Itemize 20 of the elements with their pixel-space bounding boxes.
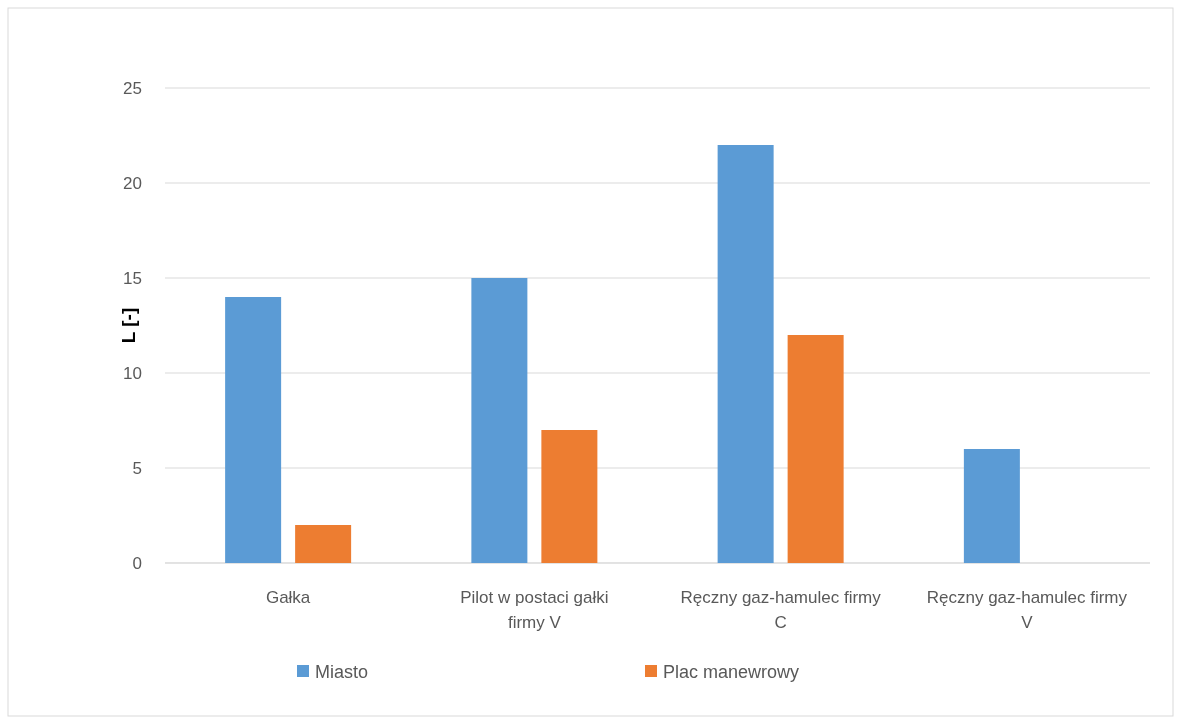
bar [225, 297, 282, 563]
x-tick-label: Ręczny gaz-hamulec firmy V [926, 588, 1128, 632]
bar [295, 525, 352, 563]
x-tick-label: Gałka [265, 588, 311, 607]
y-tick-label: 20 [123, 173, 142, 193]
legend-label: Plac manewrowy [663, 662, 800, 683]
bar [717, 145, 774, 563]
bar [471, 278, 528, 563]
bar [963, 449, 1020, 563]
y-axis-title: L [-] [118, 307, 139, 344]
y-tick-label: 15 [123, 268, 142, 288]
y-tick-label: 0 [132, 553, 142, 573]
bar [787, 335, 844, 563]
y-tick-label: 25 [123, 78, 142, 98]
y-tick-label: 5 [132, 458, 142, 478]
x-tick-label: Ręczny gaz-hamulec firmy C [680, 588, 882, 632]
y-tick-label: 10 [123, 363, 142, 383]
x-tick-label: Pilot w postaci gałki firmy V [460, 588, 609, 632]
legend-label: Miasto [315, 662, 369, 683]
bar [541, 430, 598, 563]
